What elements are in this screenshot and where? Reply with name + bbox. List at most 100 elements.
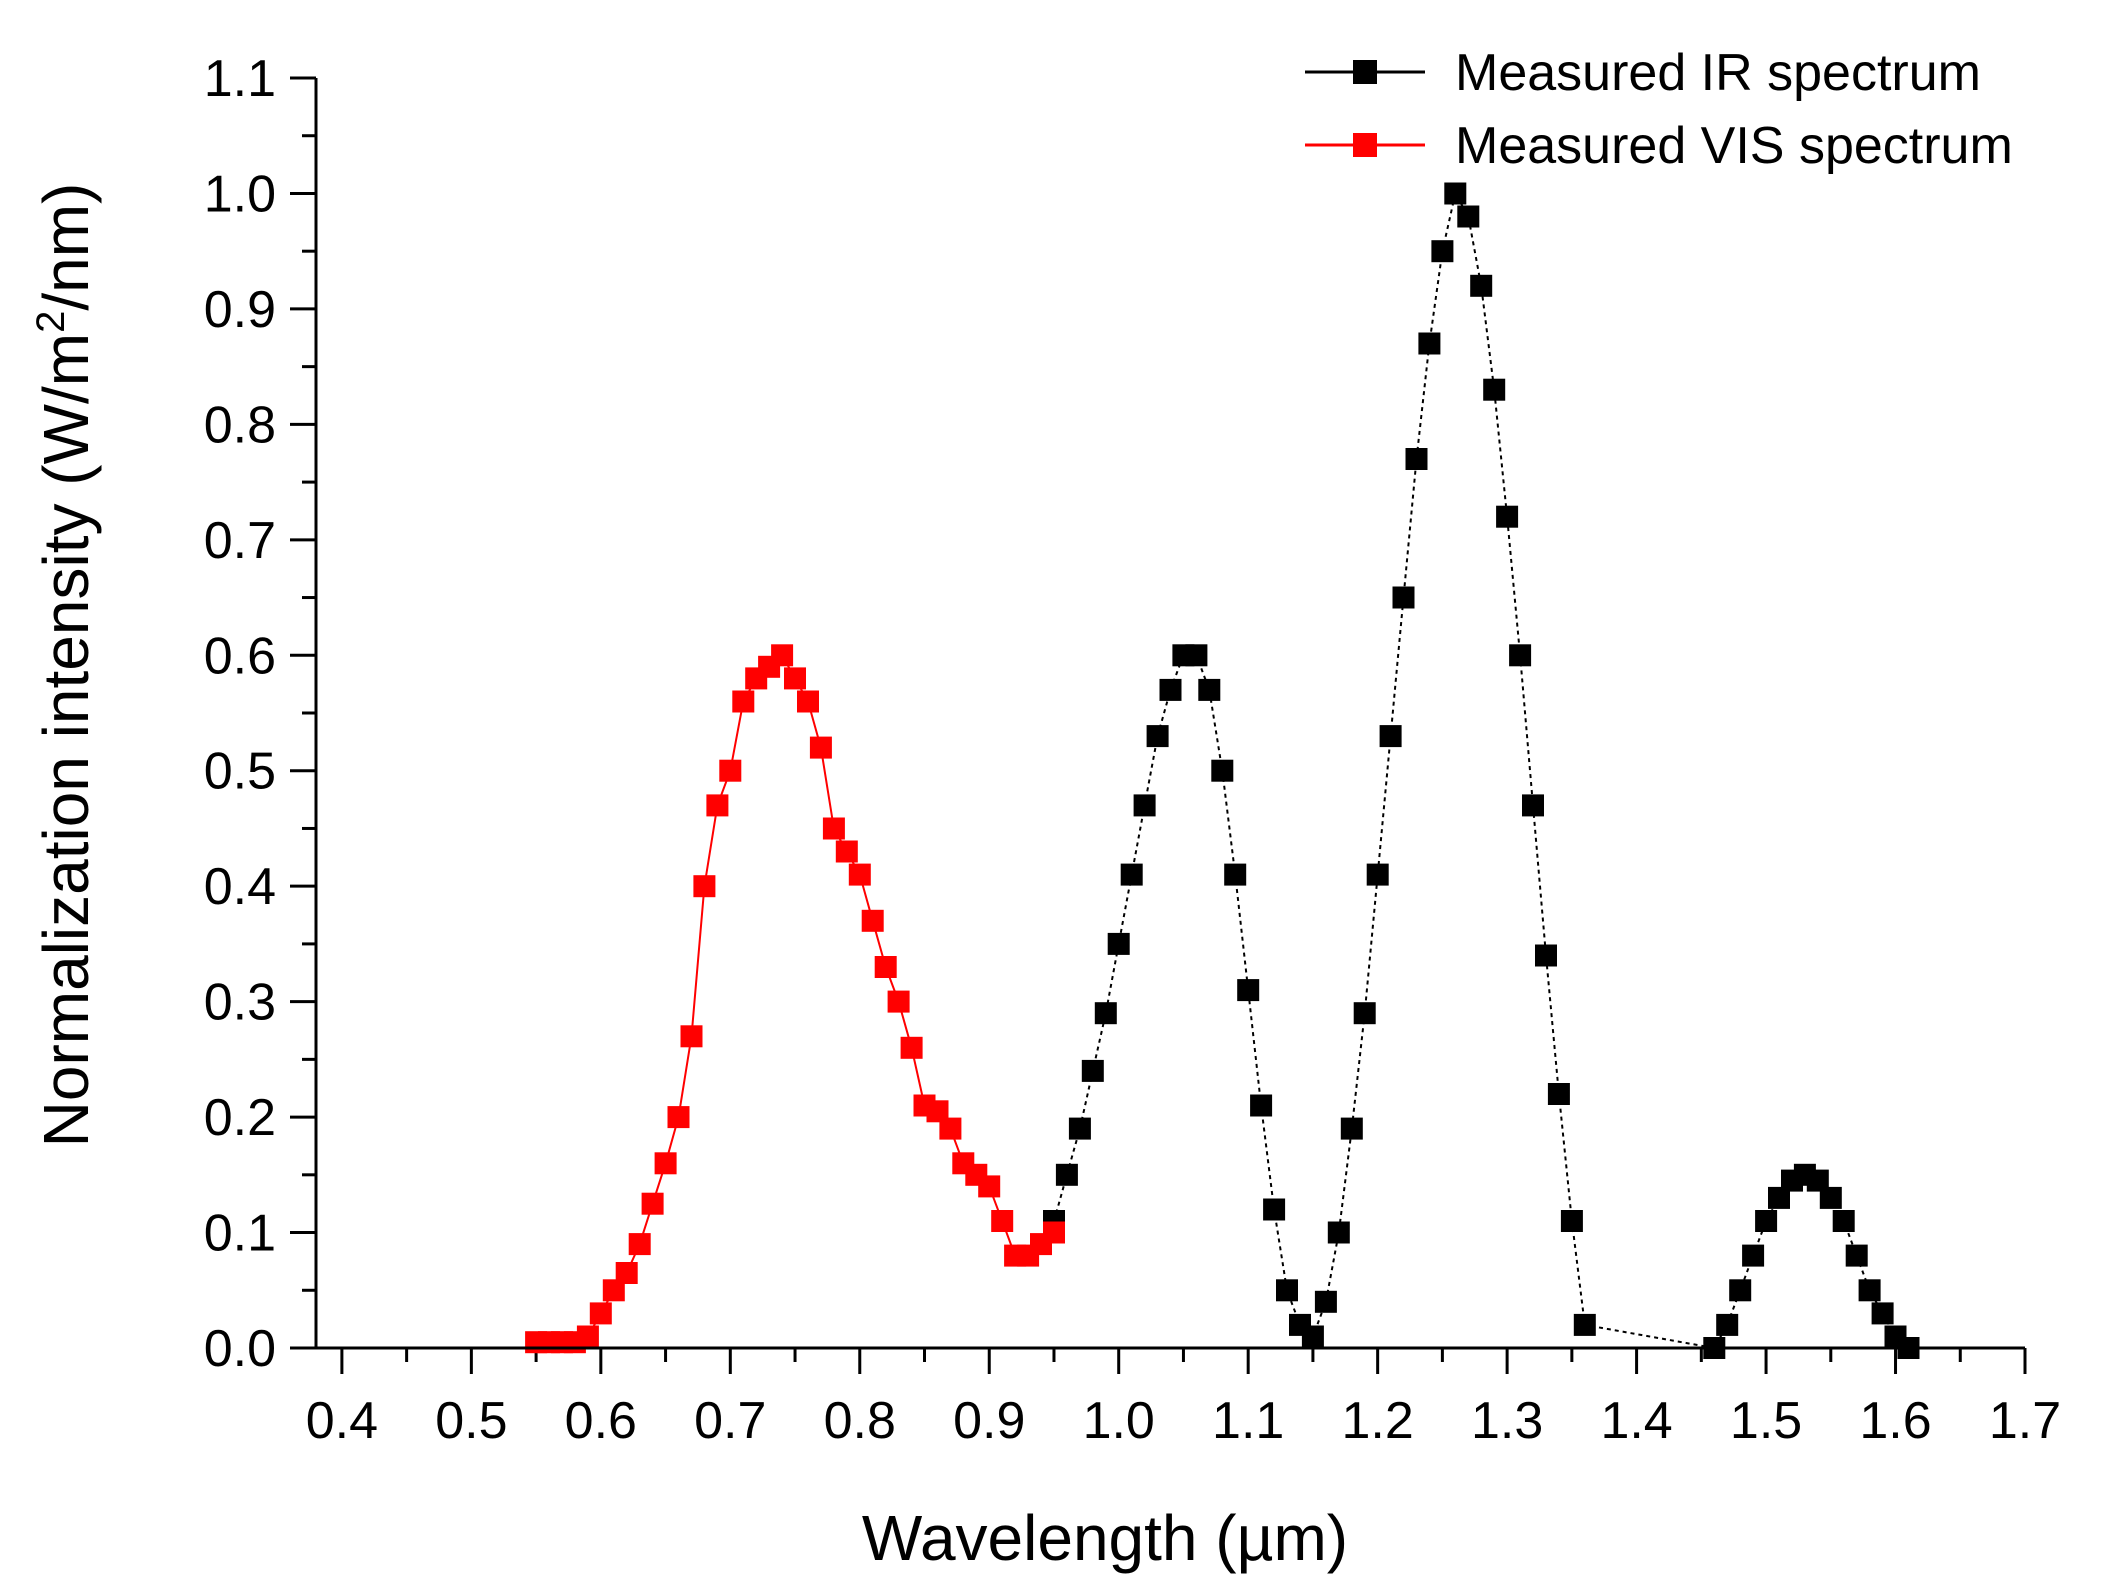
x-tick-label: 1.3 [1471, 1392, 1543, 1450]
data-point-ir [1081, 1059, 1104, 1082]
y-tick-label: 0.0 [204, 1320, 276, 1378]
data-point-vis [680, 1025, 703, 1048]
x-tick-label: 0.6 [565, 1392, 637, 1450]
data-point-ir [1211, 759, 1234, 782]
x-tick-label: 1.1 [1212, 1392, 1284, 1450]
x-tick-label: 0.8 [824, 1392, 896, 1450]
data-point-ir [1094, 1002, 1117, 1025]
data-point-ir [1509, 644, 1532, 667]
y-tick-label: 1.0 [204, 165, 276, 223]
data-point-ir [1120, 863, 1143, 886]
data-point-ir [1224, 863, 1247, 886]
data-point-ir [1185, 644, 1208, 667]
data-point-vis [641, 1192, 664, 1215]
series-line-ir [1053, 190, 1910, 1350]
tick-marks [290, 76, 2027, 1374]
data-point-ir [1405, 448, 1428, 470]
y-tick-label: 0.9 [204, 281, 276, 339]
data-point-ir [1237, 979, 1260, 1002]
y-tick-label: 0.4 [204, 858, 276, 916]
data-point-vis [939, 1117, 962, 1140]
y-tick-label: 0.7 [204, 512, 276, 570]
data-point-ir [1366, 863, 1389, 886]
data-point-vis [706, 794, 729, 817]
y-tick-label: 0.3 [204, 974, 276, 1032]
data-point-ir [1418, 332, 1441, 355]
data-point-vis [991, 1210, 1014, 1232]
legend-marker-vis [1353, 133, 1377, 157]
data-point-vis [667, 1106, 690, 1129]
data-point-ir [1755, 1210, 1778, 1232]
data-point-ir [1871, 1302, 1894, 1325]
y-axis-title-end: /nm) [30, 183, 102, 311]
data-point-vis [784, 667, 806, 690]
data-point-ir [1133, 794, 1156, 817]
data-point-vis [822, 817, 845, 840]
data-point-ir [1457, 205, 1480, 228]
legend-label-vis: Measured VIS spectrum [1455, 117, 2013, 175]
data-point-vis [693, 875, 716, 898]
data-point-vis [874, 956, 897, 978]
data-point-ir [1068, 1117, 1091, 1140]
y-axis-title-main: Normalization intensity (W/m [30, 333, 102, 1147]
x-tick-label: 1.0 [1083, 1392, 1155, 1450]
data-point-vis [978, 1175, 1001, 1198]
data-point-vis [589, 1302, 612, 1325]
data-point-vis [771, 644, 794, 667]
data-point-ir [1146, 725, 1169, 748]
y-tick-label: 0.8 [204, 396, 276, 454]
data-point-vis [797, 690, 819, 713]
data-point-ir [1729, 1279, 1752, 1302]
x-tick-label: 1.6 [1859, 1392, 1931, 1450]
data-point-ir [1470, 274, 1493, 297]
data-point-ir [1353, 1002, 1376, 1025]
y-tick-label: 0.2 [204, 1089, 276, 1147]
y-tick-labels: 0.0 0.1 0.2 0.3 0.4 0.5 0.6 0.7 0.8 0.9 1.0 1.1 [204, 50, 276, 1378]
data-point-vis [861, 909, 884, 932]
series-vis [525, 644, 1065, 1354]
data-point-ir [1806, 1169, 1829, 1192]
y-axis-title-superscript: 2 [29, 311, 73, 333]
data-point-ir [1535, 944, 1557, 967]
data-point-ir [1716, 1313, 1739, 1336]
x-tick-label: 1.5 [1730, 1392, 1802, 1450]
data-point-vis [926, 1100, 949, 1123]
data-point-ir [1392, 586, 1415, 609]
data-point-ir [1250, 1094, 1273, 1117]
data-point-ir [1522, 794, 1544, 817]
legend-label-ir: Measured IR spectrum [1455, 44, 1981, 102]
data-point-vis [809, 736, 832, 759]
data-point-ir [1819, 1186, 1842, 1209]
data-point-ir [1431, 240, 1454, 263]
plot-area [525, 182, 1920, 1359]
data-point-ir [1340, 1117, 1363, 1140]
y-tick-label: 1.1 [204, 50, 276, 108]
data-point-ir [1496, 505, 1519, 528]
data-point-vis [732, 690, 755, 713]
data-point-ir [1768, 1186, 1790, 1209]
data-point-vis [615, 1262, 638, 1284]
data-point-vis [887, 990, 910, 1013]
data-point-ir [1560, 1210, 1583, 1232]
legend: Measured IR spectrum Measured VIS spectr… [1305, 44, 2013, 175]
data-point-ir [1858, 1279, 1881, 1302]
x-tick-label: 1.7 [1989, 1392, 2061, 1450]
data-point-ir [1198, 678, 1221, 701]
series-line-vis [536, 653, 1055, 1344]
data-point-vis [1043, 1221, 1065, 1244]
data-point-ir [1832, 1210, 1855, 1232]
legend-marker-ir [1353, 60, 1377, 84]
x-tick-label: 0.7 [694, 1392, 766, 1450]
x-tick-labels: 0.4 0.5 0.6 0.7 0.8 0.9 1.0 1.1 1.2 1.3 1.4 1.5 1.6 1… [306, 1392, 2061, 1450]
y-tick-label: 0.1 [204, 1205, 276, 1263]
x-tick-label: 0.5 [435, 1392, 507, 1450]
data-point-ir [1107, 932, 1130, 955]
data-point-ir [1159, 678, 1182, 701]
data-point-ir [1327, 1221, 1350, 1244]
data-point-ir [1444, 182, 1467, 205]
x-axis-title: Wavelength (µm) [862, 1502, 1348, 1574]
data-point-vis [628, 1233, 651, 1256]
legend-item-ir: Measured IR spectrum [1305, 44, 1981, 102]
legend-item-vis: Measured VIS spectrum [1305, 117, 2013, 175]
data-point-vis [602, 1279, 625, 1302]
